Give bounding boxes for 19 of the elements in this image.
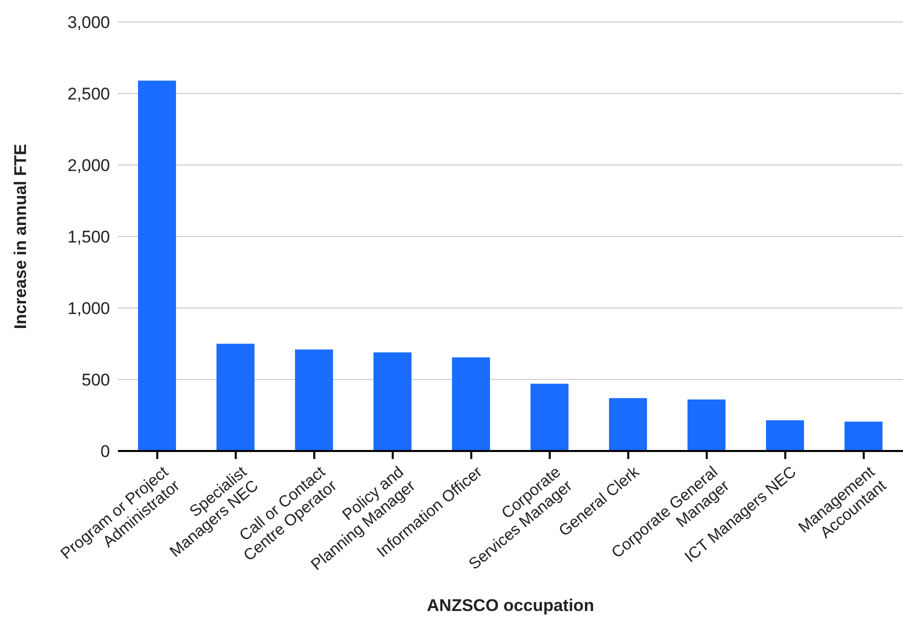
bar bbox=[216, 344, 254, 451]
bar bbox=[138, 80, 176, 451]
bar bbox=[609, 398, 647, 451]
y-tick-label: 500 bbox=[82, 370, 110, 390]
bar bbox=[844, 422, 882, 451]
y-tick-label: 1,000 bbox=[67, 299, 110, 318]
bar bbox=[452, 357, 490, 451]
bar bbox=[530, 384, 568, 451]
y-tick-label: 0 bbox=[100, 442, 110, 462]
bar bbox=[295, 349, 333, 451]
bar bbox=[688, 400, 726, 451]
bar bbox=[766, 420, 804, 451]
y-tick-label: 2,000 bbox=[67, 156, 110, 176]
y-tick-label: 1,500 bbox=[67, 228, 110, 247]
x-axis-title: ANZSCO occupation bbox=[426, 596, 594, 615]
y-tick-label: 3,000 bbox=[67, 13, 110, 32]
bar bbox=[374, 352, 412, 451]
y-axis-title: Increase in annual FTE bbox=[11, 144, 30, 330]
y-tick-label: 2,500 bbox=[67, 84, 110, 104]
